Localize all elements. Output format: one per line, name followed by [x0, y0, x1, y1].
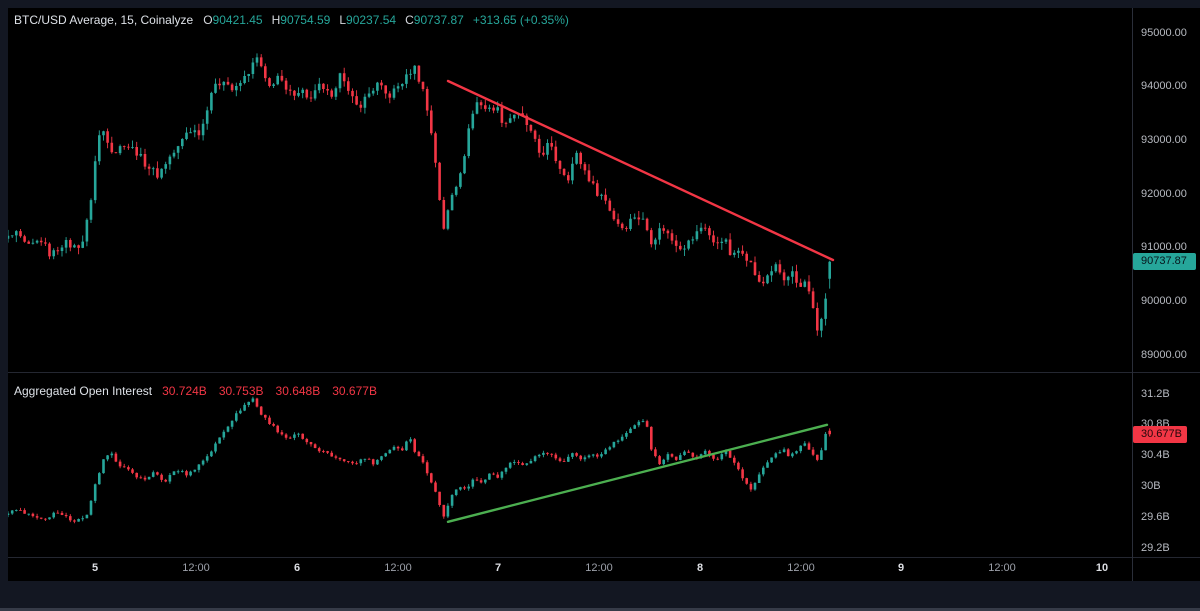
price-axis-label: 89000.00 — [1141, 348, 1187, 361]
time-axis-label: 5 — [91, 562, 99, 574]
oi-legend-value: 30.724B — [162, 384, 207, 398]
candles — [19, 398, 831, 522]
price-axis-label: 31.2B — [1141, 387, 1170, 400]
candles — [19, 57, 819, 331]
time-axis-label: 12:00 — [585, 562, 613, 574]
ohlc-item: C90737.87 — [405, 13, 464, 27]
ohlc-item: O90421.45 — [203, 13, 263, 27]
open-interest-pane-canvas[interactable] — [8, 372, 1132, 557]
change-value: +313.65 (+0.35%) — [472, 13, 569, 27]
oi-legend-value: 30.648B — [275, 384, 321, 398]
price-axis-label: 91000.00 — [1141, 241, 1187, 254]
candles — [8, 53, 831, 338]
price-axis-label: 90000.00 — [1141, 294, 1187, 307]
price-axis-label: 30.4B — [1141, 449, 1170, 462]
oi-indicator-title[interactable]: Aggregated Open Interest — [14, 384, 153, 398]
last-price-badge: 90737.87 — [1133, 253, 1196, 271]
candles — [20, 54, 818, 336]
time-axis-label: 9 — [897, 562, 905, 574]
time-axis-border — [8, 557, 1200, 558]
descending-trendline[interactable] — [446, 79, 835, 262]
time-axis-label: 12:00 — [787, 562, 815, 574]
last-open-interest-badge: 30.677B — [1133, 425, 1187, 443]
price-axis-label: 30B — [1141, 479, 1161, 492]
ohlc-item: L90237.54 — [339, 13, 397, 27]
symbol-title[interactable]: BTC/USD Average, 15, Coinalyze — [14, 13, 194, 27]
time-axis-label: 12:00 — [988, 562, 1016, 574]
time-axis-label: 6 — [293, 562, 301, 574]
price-axis-label: 92000.00 — [1141, 187, 1187, 200]
price-axis-label: 94000.00 — [1141, 80, 1187, 93]
pane-separator[interactable] — [8, 372, 1200, 373]
ohlc-item: H90754.59 — [271, 13, 331, 27]
oi-legend-value: 30.753B — [218, 384, 264, 398]
footer-bar: TradingView — [0, 581, 1200, 611]
price-pane-canvas[interactable] — [8, 8, 1132, 372]
time-axis-label: 12:00 — [182, 562, 210, 574]
oi-legend-value: 30.677B — [332, 384, 377, 398]
candles — [8, 398, 827, 522]
open-interest-legend: Aggregated Open Interest 30.724B 30.753B 30… — [14, 384, 389, 399]
window-bottom-edge — [0, 608, 1200, 611]
candles — [8, 57, 831, 331]
ascending-trendline[interactable] — [446, 423, 829, 524]
price-axis-label: 29.6B — [1141, 510, 1170, 523]
price-axis-label: 29.2B — [1141, 541, 1170, 554]
time-axis-label: 8 — [696, 562, 704, 574]
price-axis-label: 93000.00 — [1141, 133, 1187, 146]
time-axis-label: 7 — [494, 562, 502, 574]
price-axis-separator — [1132, 8, 1133, 581]
candles — [20, 397, 831, 524]
main-series-legend: BTC/USD Average, 15, Coinalyze O90421.45 H… — [14, 13, 569, 28]
time-axis-label: 12:00 — [384, 562, 412, 574]
chart-background — [8, 8, 1200, 581]
time-axis-label: 10 — [1095, 562, 1109, 574]
candles — [8, 396, 827, 522]
price-axis-label: 95000.00 — [1141, 26, 1187, 39]
